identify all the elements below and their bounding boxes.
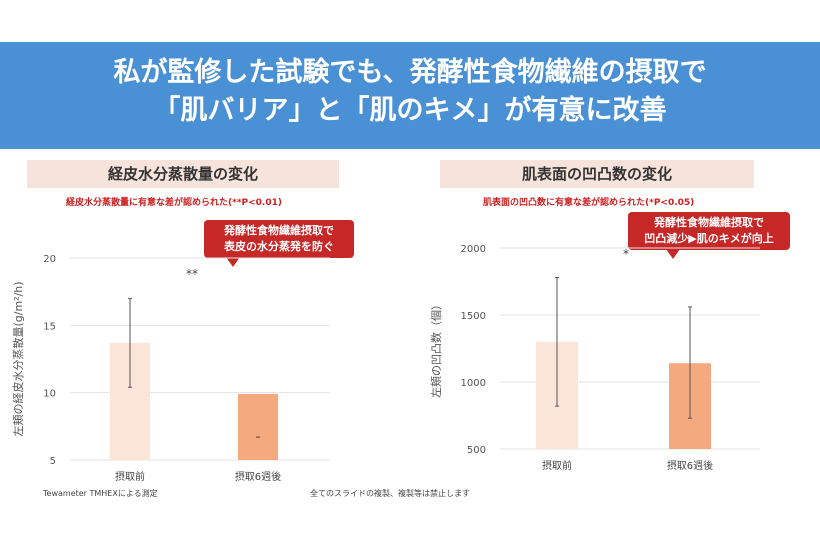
right-y-axis-label: 左頬の凹凸数（個） xyxy=(429,299,443,398)
right-y-tick-label: 2000 xyxy=(461,244,486,255)
left-y-tick-label: 20 xyxy=(43,254,56,265)
right-callout-line-2: 凹凸減少▶肌のキメが向上 xyxy=(644,232,774,245)
left-callout: 発酵性食物繊維摂取で 表皮の水分蒸発を防ぐ xyxy=(204,220,354,267)
left-x-tick-label: 摂取6週後 xyxy=(235,470,281,483)
right-chart-title: 肌表面の凹凸数の変化 xyxy=(440,160,754,188)
left-y-tick-label: 15 xyxy=(43,321,56,332)
right-significance-marker: * xyxy=(623,247,629,261)
left-significance-note: 経皮水分蒸散量に有意な差が認められた(**P<0.01) xyxy=(66,198,282,208)
title-banner: 私が監修した試験でも、発酵性食物繊維の摂取で 「肌バリア」と「肌のキメ」が有意に… xyxy=(0,42,820,149)
left-bar-after xyxy=(238,394,278,460)
right-y-tick-label: 500 xyxy=(467,445,486,456)
right-x-tick-label: 摂取前 xyxy=(542,459,572,472)
right-x-tick-label: 摂取6週後 xyxy=(667,459,713,472)
right-significance-note: 肌表面の凹凸数に有意な差が認められた(*P<0.05) xyxy=(483,198,695,208)
left-significance-marker: ** xyxy=(186,267,198,281)
left-y-tick-label: 10 xyxy=(43,389,56,400)
left-bar-chart: 5 10 15 20 左頬の経皮水分蒸散量(g/m²/h) 摂取前 摂取6週後 ** xyxy=(11,254,330,483)
title-line-2: 「肌バリア」と「肌のキメ」が有意に改善 xyxy=(153,95,667,126)
right-callout: 発酵性食物繊維摂取で 凹凸減少▶肌のキメが向上 xyxy=(628,212,790,259)
left-callout-line-2: 表皮の水分蒸発を防ぐ xyxy=(224,240,334,253)
left-y-tick-label: 5 xyxy=(50,456,56,467)
title-line-1: 私が監修した試験でも、発酵性食物繊維の摂取で xyxy=(113,57,707,88)
left-callout-line-1: 発酵性食物繊維摂取で xyxy=(224,224,334,237)
right-y-tick-label: 1000 xyxy=(461,378,486,389)
footer-method: Tewameter TMHEXによる測定 xyxy=(43,489,158,498)
right-y-tick-label: 1500 xyxy=(461,311,486,322)
footer-copyright: 全てのスライドの複製、複製等は禁止します xyxy=(310,489,470,498)
left-x-tick-label: 摂取前 xyxy=(115,470,145,483)
left-y-axis-label: 左頬の経皮水分蒸散量(g/m²/h) xyxy=(11,281,25,436)
right-callout-line-1: 発酵性食物繊維摂取で xyxy=(654,216,764,229)
left-chart-title: 経皮水分蒸散量の変化 xyxy=(27,160,339,188)
right-bar-chart: 500 1000 1500 2000 左頬の凹凸数（個） 摂取前 摂取6週後 * xyxy=(429,244,760,472)
